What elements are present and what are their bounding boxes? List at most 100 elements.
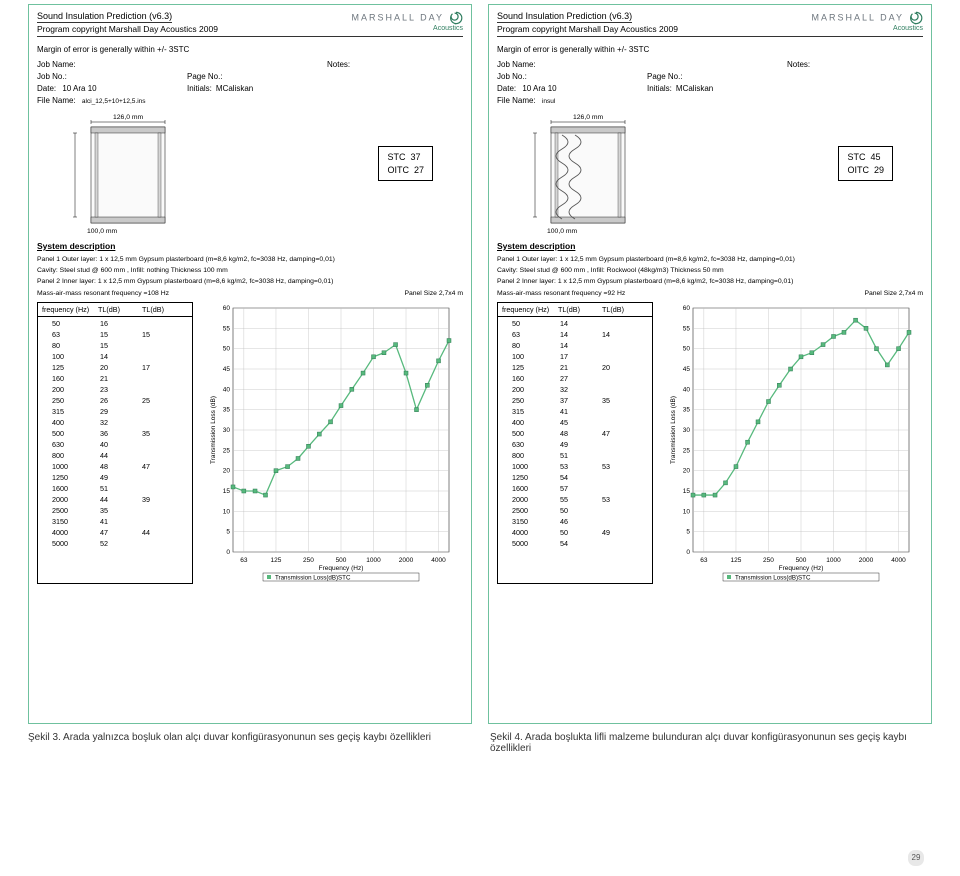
job-no-lbl: Job No.: — [497, 72, 527, 81]
right-panel: Sound Insulation Prediction (v6.3) Progr… — [488, 4, 932, 724]
app-title: Sound Insulation Prediction (v6.3) — [497, 11, 632, 23]
svg-text:40: 40 — [683, 386, 691, 393]
caption-left: Şekil 3. Arada yalnızca boşluk olan alçı… — [28, 732, 470, 754]
table-row: 5016 — [42, 319, 190, 330]
logo-sub: Acoustics — [351, 25, 463, 32]
svg-text:35: 35 — [223, 406, 231, 413]
page-number: 29 — [908, 850, 924, 866]
oitc-val: 27 — [414, 165, 424, 175]
page-no-lbl: Page No.: — [187, 72, 223, 81]
app-title: Sound Insulation Prediction (v6.3) — [37, 11, 172, 23]
table-row: 10004847 — [42, 462, 190, 473]
svg-text:15: 15 — [683, 488, 691, 495]
table-row: 20032 — [502, 385, 650, 396]
svg-text:1000: 1000 — [366, 557, 381, 564]
logo: MARSHALL DAY Acoustics — [351, 11, 463, 32]
sys-l3: Panel 2 Inner layer: 1 x 12,5 mm Gypsum … — [37, 277, 463, 286]
svg-text:0: 0 — [226, 549, 230, 556]
notes-lbl: Notes: — [327, 60, 350, 69]
svg-text:5: 5 — [226, 528, 230, 535]
margin-of-error: Margin of error is generally within +/- … — [37, 45, 463, 54]
th-tl1: TL(dB) — [554, 304, 598, 315]
stc-box-left: STC 37 OITC 27 — [378, 146, 433, 181]
svg-text:55: 55 — [683, 325, 691, 332]
svg-text:60: 60 — [683, 305, 691, 312]
table-row: 40045 — [502, 418, 650, 429]
oitc-label: OITC — [847, 165, 869, 175]
meta-row-4: File Name: insul — [497, 96, 923, 105]
table-row: 20023 — [42, 385, 190, 396]
sys-l1: Panel 1 Outer layer: 1 x 12,5 mm Gypsum … — [497, 255, 923, 264]
svg-text:250: 250 — [303, 557, 314, 564]
job-name-lbl: Job Name: — [497, 60, 536, 69]
th-freq: frequency (Hz) — [38, 304, 94, 315]
svg-text:Transmission Loss(dB)STC: Transmission Loss(dB)STC — [735, 574, 811, 581]
sys-desc-left: Panel 1 Outer layer: 1 x 12,5 mm Gypsum … — [37, 255, 463, 298]
wall-section-icon: 126,0 mm 100,0 mm — [527, 111, 667, 237]
table-row: 10017 — [502, 352, 650, 363]
table-row: 10005353 — [502, 462, 650, 473]
svg-text:5: 5 — [686, 528, 690, 535]
margin-of-error: Margin of error is generally within +/- … — [497, 45, 923, 54]
svg-text:250: 250 — [763, 557, 774, 564]
svg-text:20: 20 — [223, 467, 231, 474]
panel-header: Sound Insulation Prediction (v6.3) Progr… — [37, 11, 463, 37]
svg-text:35: 35 — [683, 406, 691, 413]
sys-l2: Cavity: Steel stud @ 600 mm , Infill: no… — [37, 266, 463, 275]
stc-val: 45 — [870, 152, 880, 162]
panels-container: Sound Insulation Prediction (v6.3) Progr… — [28, 4, 932, 724]
svg-text:1000: 1000 — [826, 557, 841, 564]
th-freq: frequency (Hz) — [498, 304, 554, 315]
date-lbl: Date: — [37, 84, 56, 93]
svg-text:4000: 4000 — [431, 557, 446, 564]
sys-l5: Panel Size 2,7x4 m — [864, 289, 923, 298]
svg-text:30: 30 — [683, 427, 691, 434]
table-row: 250050 — [502, 506, 650, 517]
file-name-val: insul — [542, 98, 555, 105]
svg-text:55: 55 — [223, 325, 231, 332]
svg-text:63: 63 — [700, 557, 708, 564]
left-panel: Sound Insulation Prediction (v6.3) Progr… — [28, 4, 472, 724]
figure-captions: Şekil 3. Arada yalnızca boşluk olan alçı… — [28, 732, 932, 754]
svg-text:126,0 mm: 126,0 mm — [573, 114, 604, 121]
svg-text:50: 50 — [223, 345, 231, 352]
logo-sub: Acoustics — [811, 25, 923, 32]
svg-text:15: 15 — [223, 488, 231, 495]
svg-text:45: 45 — [223, 366, 231, 373]
table-row: 2502625 — [42, 396, 190, 407]
meta-row-3: Date: 10 Ara 10 Initials:MCaliskan — [37, 84, 463, 93]
svg-text:100,0 mm: 100,0 mm — [87, 228, 118, 235]
meta-row-3: Date: 10 Ara 10 Initials:MCaliskan — [497, 84, 923, 93]
logo: MARSHALL DAY Acoustics — [811, 11, 923, 32]
svg-text:500: 500 — [336, 557, 347, 564]
logo-swirl-icon — [449, 11, 463, 25]
table-row: 5004847 — [502, 429, 650, 440]
svg-text:10: 10 — [223, 508, 231, 515]
table-row: 5003635 — [42, 429, 190, 440]
copyright: Program copyright Marshall Day Acoustics… — [497, 24, 678, 34]
svg-text:Transmission Loss (dB): Transmission Loss (dB) — [670, 396, 677, 464]
table-row: 500052 — [42, 539, 190, 550]
table-row: 2503735 — [502, 396, 650, 407]
table-row: 1252120 — [502, 363, 650, 374]
th-tl1: TL(dB) — [94, 304, 138, 315]
svg-text:25: 25 — [223, 447, 231, 454]
table-row: 8014 — [502, 341, 650, 352]
file-name-lbl: File Name: — [37, 96, 76, 105]
table-row: 16027 — [502, 374, 650, 385]
table-row: 250035 — [42, 506, 190, 517]
date-val: 10 Ara 10 — [62, 84, 96, 93]
page-no-lbl: Page No.: — [647, 72, 683, 81]
svg-text:Transmission Loss (dB): Transmission Loss (dB) — [210, 396, 217, 464]
table-row: 31529 — [42, 407, 190, 418]
initials-val: MCaliskan — [676, 84, 713, 93]
svg-text:Transmission Loss(dB)STC: Transmission Loss(dB)STC — [275, 574, 351, 581]
th-tl3: TL(dB) — [138, 304, 178, 315]
svg-text:2000: 2000 — [859, 557, 874, 564]
sys-desc-heading: System description — [497, 241, 923, 251]
oitc-label: OITC — [387, 165, 409, 175]
table-row: 80051 — [502, 451, 650, 462]
freq-table-body-left: 5016631515801510014125201716021200232502… — [38, 317, 192, 552]
logo-brand: MARSHALL DAY — [811, 12, 904, 22]
table-row: 1252017 — [42, 363, 190, 374]
